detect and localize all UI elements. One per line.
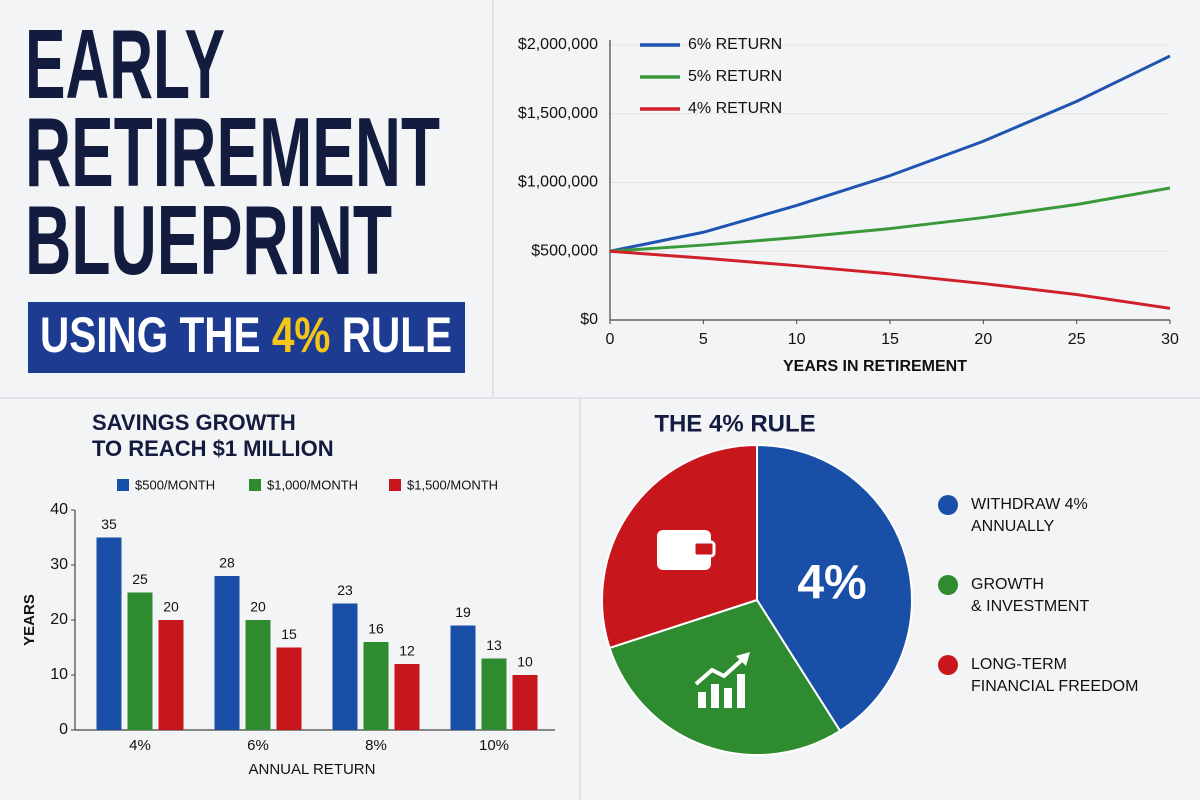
icon-part <box>698 692 706 708</box>
bar <box>158 620 184 730</box>
bar <box>276 647 302 730</box>
icon-part <box>724 688 732 708</box>
bar <box>214 576 240 730</box>
y-tick-label: $500,000 <box>531 242 598 259</box>
headline: EARLY RETIREMENT BLUEPRINT <box>25 9 440 295</box>
value-label: 19 <box>455 604 471 620</box>
legend-label: GROWTH & INVESTMENT <box>971 576 1090 615</box>
x-tick-label: 0 <box>606 331 615 348</box>
y-tick-label: 20 <box>50 611 68 628</box>
bar <box>394 664 420 730</box>
value-label: 15 <box>281 626 297 642</box>
icon-part <box>657 530 711 570</box>
bar <box>127 592 153 730</box>
chart-title: THE 4% RULE <box>654 410 815 437</box>
legend-swatch <box>249 479 261 491</box>
banner-part: USING THE <box>40 307 261 363</box>
x-tick-label: 30 <box>1161 331 1179 348</box>
x-tick-label: 25 <box>1068 331 1086 348</box>
y-tick-label: $1,500,000 <box>518 105 598 122</box>
legend-label: 4% RETURN <box>688 100 782 117</box>
value-label: 35 <box>101 516 117 532</box>
x-tick-label: 5 <box>699 331 708 348</box>
value-label: 16 <box>368 621 384 637</box>
banner <box>28 302 465 373</box>
chart-title: SAVINGS GROWTH TO REACH $1 MILLION <box>92 410 334 461</box>
value-label: 23 <box>337 582 353 598</box>
bar <box>481 658 507 730</box>
headline-line: BLUEPRINT <box>25 185 392 295</box>
legend-swatch <box>389 479 401 491</box>
banner-text: USING THE4%RULE <box>40 307 452 363</box>
legend-label: $1,000/MONTH <box>267 477 358 492</box>
value-label: 20 <box>163 599 179 615</box>
legend-label: 6% RETURN <box>688 36 782 53</box>
line-series <box>609 249 1171 310</box>
value-label: 12 <box>399 643 415 659</box>
x-tick-label: 4% <box>129 737 151 754</box>
icon-part <box>711 684 719 708</box>
y-tick-label: $2,000,000 <box>518 36 598 53</box>
y-tick-label: $0 <box>580 311 598 328</box>
legend-label: $1,500/MONTH <box>407 477 498 492</box>
banner-part: RULE <box>342 307 452 363</box>
x-axis-label: ANNUAL RETURN <box>249 761 376 778</box>
y-tick-label: 30 <box>50 556 68 573</box>
icon-part <box>692 540 716 558</box>
banner-part: 4% <box>272 307 331 363</box>
value-label: 25 <box>132 571 148 587</box>
value-label: 28 <box>219 555 235 571</box>
bar <box>512 675 538 730</box>
value-label: 13 <box>486 637 502 653</box>
legend-swatch <box>938 495 958 515</box>
icon <box>657 530 750 708</box>
headline-line: EARLY <box>25 9 225 119</box>
y-tick-label: 40 <box>50 501 68 518</box>
x-axis-label: YEARS IN RETIREMENT <box>783 358 967 375</box>
icon-part <box>694 656 746 686</box>
value-label: 10 <box>517 654 533 670</box>
x-tick-label: 6% <box>247 737 269 754</box>
value-label: 20 <box>250 599 266 615</box>
x-tick-label: 20 <box>974 331 992 348</box>
x-tick-label: 10% <box>479 737 509 754</box>
line-series <box>609 186 1171 253</box>
y-tick-label: 0 <box>59 721 68 738</box>
legend-label: WITHDRAW 4% ANNUALLY <box>971 496 1088 535</box>
slice-label: 4% <box>797 557 866 610</box>
legend-label: 5% RETURN <box>688 68 782 85</box>
bar <box>96 537 122 730</box>
y-axis-label: YEARS <box>21 594 38 646</box>
line-series <box>609 54 1171 253</box>
legend-swatch <box>938 575 958 595</box>
x-tick-label: 15 <box>881 331 899 348</box>
legend-swatch <box>117 479 129 491</box>
icon-part <box>736 652 750 666</box>
y-tick-label: 10 <box>50 666 68 683</box>
headline-line: RETIREMENT <box>25 97 440 207</box>
legend-label: LONG-TERM FINANCIAL FREEDOM <box>971 656 1139 695</box>
bar <box>363 642 389 730</box>
bar <box>332 603 358 730</box>
legend-swatch <box>938 655 958 675</box>
x-tick-label: 8% <box>365 737 387 754</box>
bar <box>245 620 271 730</box>
legend-label: $500/MONTH <box>135 477 215 492</box>
x-tick-label: 10 <box>788 331 806 348</box>
bar <box>450 625 476 730</box>
y-tick-label: $1,000,000 <box>518 174 598 191</box>
icon-part <box>737 674 745 708</box>
